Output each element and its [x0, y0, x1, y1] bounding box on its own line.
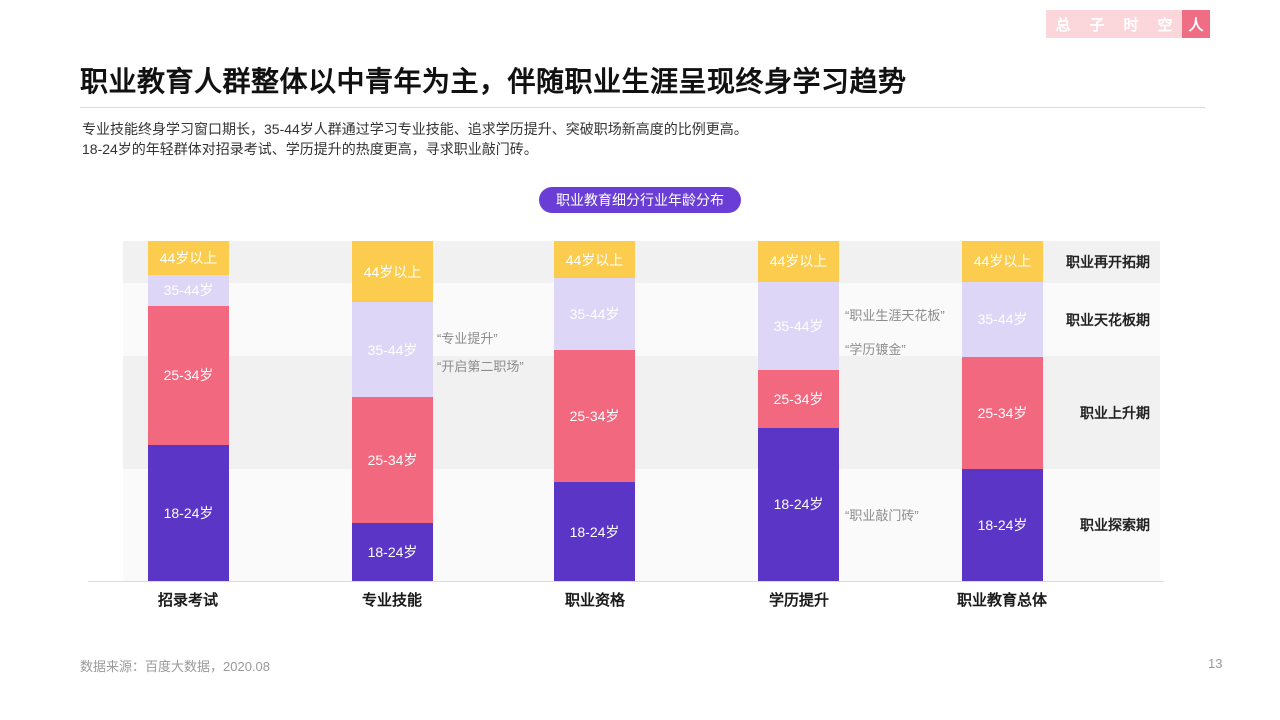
brand-logo-tabs: 总 子 时 空 人	[1046, 10, 1210, 38]
phase-band-label: 职业探索期	[1080, 517, 1150, 533]
segment-label: 25-34岁	[569, 408, 620, 425]
data-source-note: 数据来源：百度大数据，2020.08	[80, 659, 270, 674]
phase-band-label: 职业再开拓期	[1066, 254, 1150, 270]
annotation-career-ceiling: “职业生涯天花板”	[845, 308, 945, 323]
category-label: 职业资格	[564, 592, 625, 609]
segment-label: 44岁以上	[973, 253, 1032, 270]
bar-segment: 35-44岁	[352, 302, 433, 398]
stacked-bar-1: 44岁以上 35-44岁 25-34岁 18-24岁	[148, 241, 229, 581]
bar-segment: 18-24岁	[758, 427, 839, 581]
stacked-bar-4: 44岁以上 35-44岁 25-34岁 18-24岁	[758, 241, 839, 581]
phase-band-label: 职业上升期	[1080, 404, 1150, 421]
segment-label: 25-34岁	[367, 452, 418, 469]
bar-segment: 18-24岁	[554, 482, 635, 581]
bar-segment: 35-44岁	[758, 281, 839, 371]
logo-tab: 子	[1080, 10, 1114, 38]
chart-title-badge: 职业教育细分行业年龄分布	[539, 187, 741, 213]
bar-segment: 35-44岁	[148, 275, 229, 306]
segment-label: 35-44岁	[773, 317, 824, 334]
age-distribution-chart: 职业再开拓期 职业天花板期 职业上升期 职业探索期 44岁以上 35-44岁 25-…	[123, 241, 1160, 581]
bar-segment: 25-34岁	[352, 397, 433, 524]
logo-tab: 总	[1046, 10, 1080, 38]
category-label: 学历提升	[768, 592, 829, 609]
category-label: 招录考试	[157, 592, 218, 609]
annotation-degree-gilding: “学历镀金”	[845, 342, 906, 357]
segment-label: 25-34岁	[163, 367, 214, 384]
x-axis-line	[88, 581, 1164, 582]
segment-label: 44岁以上	[159, 250, 218, 266]
segment-label: 44岁以上	[363, 263, 422, 280]
stacked-bar-2: 44岁以上 35-44岁 25-34岁 18-24岁	[352, 241, 433, 581]
category-label: 专业技能	[361, 592, 422, 609]
segment-label: 25-34岁	[977, 404, 1028, 421]
page-number: 13	[1208, 656, 1223, 671]
subtitle-line-2: 18-24岁的年轻群体对招录考试、学历提升的热度更高，寻求职业敲门砖。	[82, 141, 538, 157]
category-label: 职业教育总体	[956, 592, 1047, 609]
logo-tab-active: 人	[1182, 10, 1210, 38]
segment-label: 18-24岁	[163, 504, 214, 521]
phase-band-label: 职业天花板期	[1066, 311, 1150, 328]
segment-label: 18-24岁	[977, 516, 1028, 533]
subtitle: 专业技能终身学习窗口期长，35-44岁人群通过学习专业技能、追求学历提升、突破职…	[82, 119, 1182, 159]
logo-tab: 空	[1148, 10, 1182, 38]
bar-segment: 44岁以上	[758, 241, 839, 282]
segment-label: 44岁以上	[565, 251, 624, 268]
segment-label: 35-44岁	[977, 311, 1028, 328]
bar-segment: 25-34岁	[148, 305, 229, 445]
bar-segment: 18-24岁	[962, 468, 1043, 581]
bar-segment: 44岁以上	[148, 241, 229, 275]
stacked-bar-3: 44岁以上 35-44岁 25-34岁 18-24岁	[554, 241, 635, 581]
bar-segment: 25-34岁	[962, 356, 1043, 469]
segment-label: 18-24岁	[773, 496, 824, 513]
page-title: 职业教育人群整体以中青年为主，伴随职业生涯呈现终身学习趋势	[80, 66, 907, 97]
logo-tab: 时	[1114, 10, 1148, 38]
segment-label: 35-44岁	[569, 306, 620, 323]
annotation-skill-upgrade: “专业提升”	[437, 331, 498, 346]
annotation-door-knocker: “职业敲门砖”	[845, 508, 919, 523]
bar-segment: 25-34岁	[554, 349, 635, 483]
title-divider	[80, 107, 1205, 108]
bar-segment: 18-24岁	[148, 444, 229, 581]
bar-segment: 35-44岁	[962, 281, 1043, 357]
annotation-second-career: “开启第二职场”	[437, 359, 524, 374]
subtitle-line-1: 专业技能终身学习窗口期长，35-44岁人群通过学习专业技能、追求学历提升、突破职…	[82, 121, 748, 137]
segment-label: 44岁以上	[769, 253, 828, 270]
bar-segment: 35-44岁	[554, 278, 635, 350]
segment-label: 18-24岁	[569, 523, 620, 540]
segment-label: 35-44岁	[163, 282, 214, 299]
segment-label: 35-44岁	[367, 341, 418, 358]
segment-label: 18-24岁	[367, 544, 418, 561]
bar-segment: 18-24岁	[352, 523, 433, 581]
segment-label: 25-34岁	[773, 391, 824, 408]
bar-segment: 44岁以上	[554, 241, 635, 279]
bar-segment: 44岁以上	[962, 241, 1043, 282]
stacked-bar-5: 44岁以上 35-44岁 25-34岁 18-24岁	[962, 241, 1043, 581]
bar-segment: 25-34岁	[758, 370, 839, 428]
bar-segment: 44岁以上	[352, 241, 433, 303]
